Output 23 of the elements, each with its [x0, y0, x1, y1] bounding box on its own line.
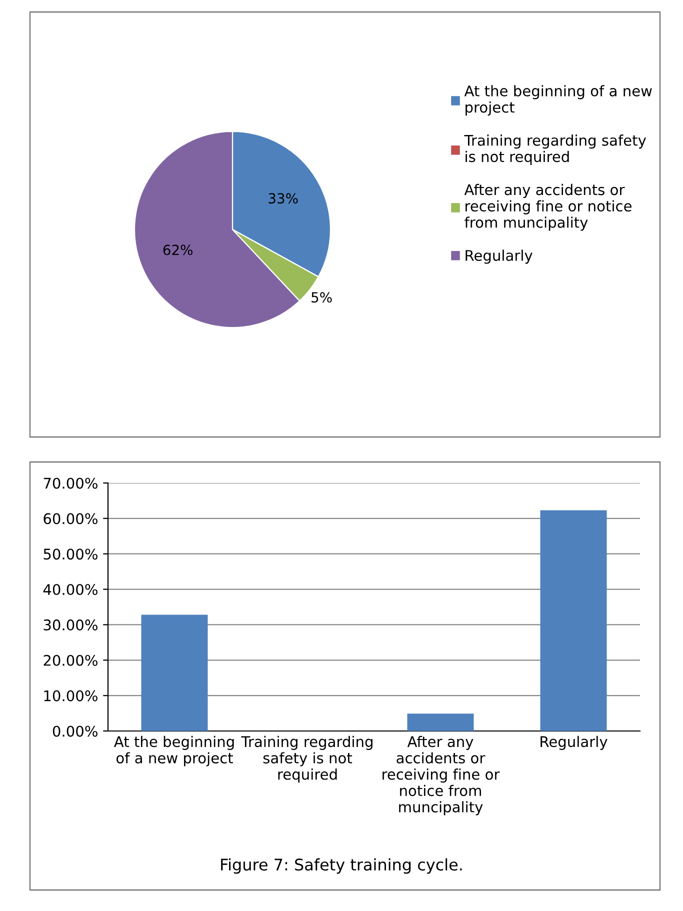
x-tick-label: Training regarding safety is not required [241, 736, 372, 783]
legend-label: At the beginning of a new project [464, 85, 652, 116]
y-tick-label: 70.00% [44, 478, 98, 489]
y-tick-label: 60.00% [44, 513, 98, 524]
legend-label: After any accidents or receiving fine or notice from muncipality [464, 184, 632, 231]
bar [141, 614, 208, 731]
bar [407, 714, 474, 731]
legend-label: Training regarding safety is not required [464, 134, 646, 165]
x-tick-label: At the beginning of a new project [114, 736, 234, 766]
data-label: 62% [163, 244, 192, 256]
x-tick-label: Regularly [540, 736, 608, 750]
data-label: 5% [312, 292, 332, 303]
caption: Figure 7: Safety training cycle. [221, 858, 462, 874]
y-tick-label: 0.00% [52, 726, 98, 737]
y-tick-label: 20.00% [44, 654, 98, 666]
y-tick-label: 30.00% [44, 619, 98, 630]
y-tick-label: 40.00% [43, 584, 98, 596]
y-tick-label: 10.00% [44, 690, 98, 702]
bar [540, 510, 607, 731]
x-tick-label: After any accidents or receiving fine or notice from muncipality [382, 736, 500, 816]
y-tick-label: 50.00% [44, 548, 98, 560]
data-label: 33% [268, 193, 298, 204]
legend-label: Regularly [466, 250, 532, 264]
